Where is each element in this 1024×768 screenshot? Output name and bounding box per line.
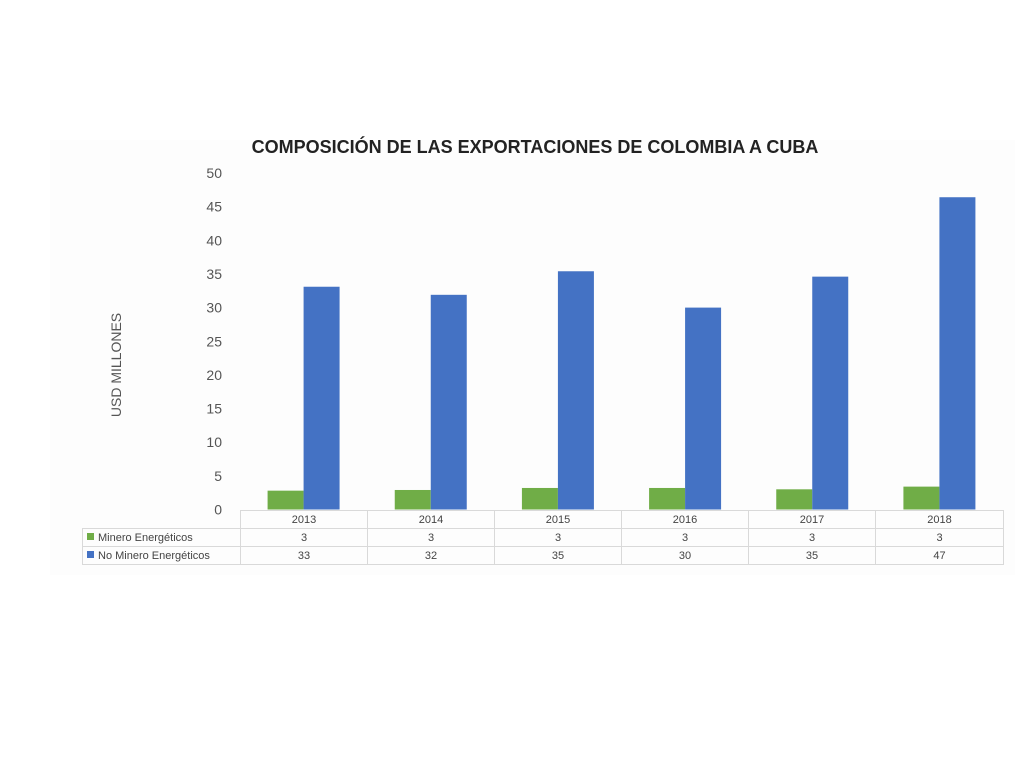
legend-label: Minero Energéticos	[98, 531, 193, 544]
legend-swatch	[87, 551, 94, 559]
table-corner	[83, 511, 241, 529]
y-tick-label: 30	[206, 300, 222, 316]
data-label: 3	[240, 528, 368, 547]
bar-minero-2016	[649, 487, 686, 510]
data-label: 32	[367, 546, 495, 565]
bar-minero-2018	[903, 486, 940, 510]
y-tick-label: 50	[206, 165, 222, 181]
y-tick-label: 40	[206, 232, 222, 248]
y-tick-label: 45	[206, 199, 222, 215]
bar-no-minero-2013	[303, 286, 340, 510]
x-tick-label: 2014	[367, 510, 495, 529]
bar-no-minero-2018	[939, 197, 976, 510]
x-tick-label: 2016	[621, 510, 749, 529]
legend-entry: No Minero Energéticos	[82, 546, 241, 565]
bar-no-minero-2014	[430, 294, 467, 510]
bar-minero-2017	[776, 489, 813, 510]
bar-no-minero-2016	[685, 307, 722, 510]
x-tick-label: 2013	[240, 510, 368, 529]
bar-minero-2013	[267, 490, 304, 510]
x-tick-label: 2017	[748, 510, 876, 529]
data-table: 2013 2014 2015 2016 2017 2018 Minero Energéti…	[82, 510, 1004, 565]
y-axis-ticks: 0 5 10 15 20 25 30 35 40 45 50	[206, 165, 222, 518]
data-label: 33	[240, 546, 368, 565]
data-label: 35	[748, 546, 876, 565]
data-label: 3	[875, 528, 1004, 547]
y-tick-label: 10	[206, 434, 222, 450]
data-label: 3	[367, 528, 495, 547]
table-row: No Minero Energéticos 33 32 35 30 35 47	[82, 546, 1004, 565]
legend-label: No Minero Energéticos	[98, 549, 210, 562]
legend-swatch	[87, 533, 94, 541]
data-label: 3	[494, 528, 622, 547]
y-tick-label: 15	[206, 401, 222, 417]
y-axis-title: USD MILLONES	[108, 312, 124, 418]
bar-marks	[267, 197, 976, 510]
data-label: 35	[494, 546, 622, 565]
bar-minero-2014	[394, 489, 431, 510]
data-label: 47	[875, 546, 1004, 565]
data-label: 3	[748, 528, 876, 547]
y-tick-label: 0	[214, 502, 222, 518]
table-row: Minero Energéticos 3 3 3 3 3 3	[82, 528, 1004, 547]
table-header-row: 2013 2014 2015 2016 2017 2018	[83, 510, 1004, 529]
legend-entry: Minero Energéticos	[82, 528, 241, 547]
y-tick-label: 5	[214, 468, 222, 484]
y-tick-label: 20	[206, 367, 222, 383]
bar-no-minero-2017	[812, 276, 849, 510]
y-tick-label: 25	[206, 333, 222, 349]
data-label: 30	[621, 546, 749, 565]
x-tick-label: 2018	[875, 510, 1004, 529]
bar-no-minero-2015	[557, 271, 594, 510]
x-tick-label: 2015	[494, 510, 622, 529]
bar-minero-2015	[521, 487, 558, 510]
chart-title: COMPOSICIÓN DE LAS EXPORTACIONES DE COLO…	[251, 137, 819, 157]
data-label: 3	[621, 528, 749, 547]
y-tick-label: 35	[206, 266, 222, 282]
